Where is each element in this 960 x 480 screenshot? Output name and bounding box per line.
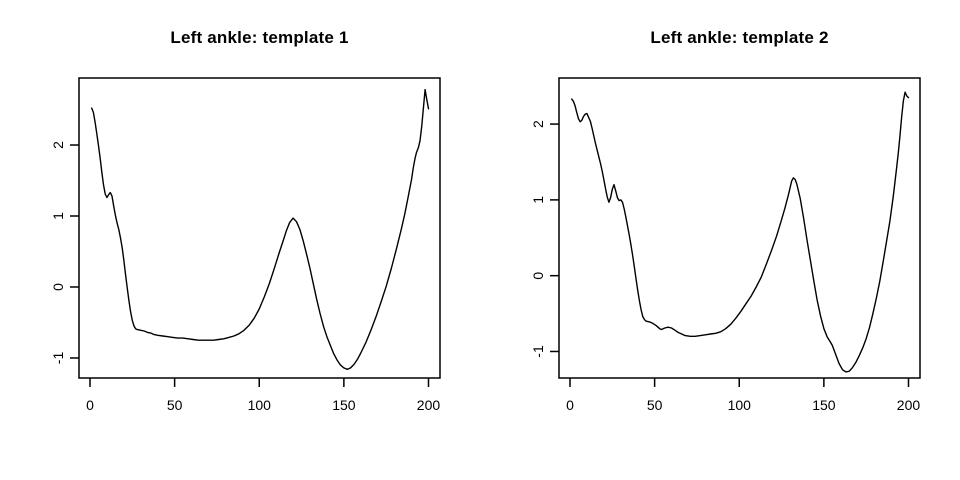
x-tick-label: 0: [566, 397, 574, 413]
y-tick-label: 2: [50, 141, 66, 149]
y-tick-label: 1: [530, 196, 546, 204]
y-tick-label: 2: [530, 120, 546, 128]
plot-box: [558, 77, 921, 379]
x-tick-label: 200: [897, 397, 921, 413]
x-tick-label: 50: [167, 397, 183, 413]
data-curve: [91, 88, 430, 370]
x-tick-label: 150: [332, 397, 356, 413]
x-tick-label: 0: [86, 397, 94, 413]
plot-1-title: Left ankle: template 1: [170, 28, 349, 47]
plot-2-title: Left ankle: template 2: [650, 28, 829, 47]
y-tick-label: -1: [50, 352, 66, 365]
y-tick-label: 0: [530, 272, 546, 280]
plot-1-canvas: 0 50 100 150 200 -1 0 1 2: [50, 77, 441, 413]
plot-template-1: Left ankle: template 1 0 50 100 150 200 -1 0 1 2: [50, 28, 441, 413]
x-tick-label: 100: [248, 397, 272, 413]
data-curve: [571, 91, 910, 373]
x-tick-label: 50: [647, 397, 663, 413]
y-tick-label: 0: [50, 283, 66, 291]
plot-box: [78, 77, 441, 379]
x-tick-label: 200: [417, 397, 441, 413]
plot-2-canvas: 0 50 100 150 200 -1 0 1 2: [530, 77, 921, 413]
y-tick-label: -1: [530, 345, 546, 358]
plot-template-2: Left ankle: template 2 0 50 100 150 200 -1 0 1 2: [480, 0, 960, 480]
x-tick-label: 100: [728, 397, 752, 413]
x-tick-label: 150: [812, 397, 836, 413]
y-tick-label: 1: [50, 212, 66, 220]
